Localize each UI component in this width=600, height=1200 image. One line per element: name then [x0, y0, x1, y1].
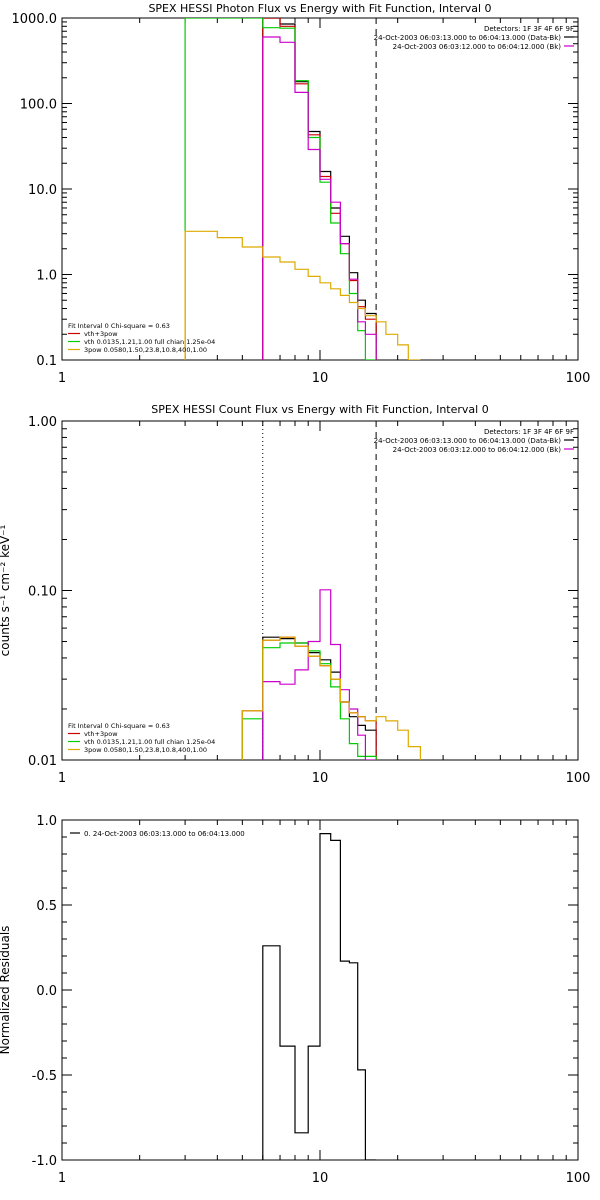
series-line — [184, 18, 377, 360]
legend-entry: vth+3pow — [84, 330, 118, 338]
legend-entry: 3pow 0.0580,1.50,23.8,10.8,400,1.00 — [84, 346, 207, 354]
series-line — [262, 833, 377, 1160]
x-tick-label: 10 — [312, 771, 329, 786]
y-tick-label: 1.0 — [36, 814, 57, 829]
fit-chisq-label: Fit Interval 0 Chi-square = 0.63 — [68, 322, 170, 330]
y-tick-label: 1.0 — [36, 269, 57, 284]
y-tick-label: 0.01 — [28, 754, 57, 769]
chart-panel-1: SPEX HESSI Photon Flux vs Energy with Fi… — [12, 2, 591, 386]
plot-area — [184, 18, 421, 360]
y-tick-label: 1.00 — [28, 415, 57, 430]
series-line — [262, 589, 377, 760]
y-tick-label: 0.5 — [36, 899, 57, 914]
plot-frame — [61, 17, 579, 361]
detectors-label: Detectors: 1F 3F 4F 6F 9F — [484, 428, 574, 436]
legend-entry: 3pow 0.0580,1.50,23.8,10.8,400,1.00 — [84, 746, 207, 754]
legend-entry: vth 0.0135,1.21,1.00 full chian 1.25e-04 — [84, 738, 215, 746]
chart-panel-3: 1 10 100 -1.0 -0.5 0.0 0.5 1.0 Normalized Residu… — [0, 814, 590, 1186]
chart-title: SPEX HESSI Count Flux vs Energy with Fit… — [151, 403, 488, 416]
y-tick-label: 0.0 — [36, 984, 57, 999]
y-tick-label: 0.1 — [36, 354, 57, 369]
x-tick-label: 1 — [58, 771, 66, 786]
y-axis-label: counts s⁻¹ cm⁻² keV⁻¹ — [0, 524, 12, 656]
legend-entry: 0. 24-Oct-2003 06:03:13.000 to 06:04:13.… — [84, 830, 245, 838]
y-tick-label: 100.0 — [20, 98, 57, 113]
chart-panel-2: SPEX HESSI Count Flux vs Energy with Fit… — [0, 403, 590, 786]
detectors-label: Detectors: 1F 3F 4F 6F 9F — [484, 25, 574, 33]
x-tick-label: 100 — [566, 1171, 591, 1186]
x-tick-label: 1 — [58, 371, 66, 386]
legend-entry: 24-Oct-2003 06:03:13.000 to 06:04:13.000… — [374, 437, 562, 445]
y-tick-label: -0.5 — [32, 1069, 57, 1084]
legend-entry: vth 0.0135,1.21,1.00 full chian 1.25e-04 — [84, 338, 215, 346]
y-axis-label: Normalized Residuals — [0, 926, 12, 1055]
series-line — [241, 636, 421, 760]
legend-entry: 24-Oct-2003 06:03:12.000 to 06:04:12.000… — [393, 446, 562, 454]
plot-area — [262, 833, 377, 1160]
chart-title: SPEX HESSI Photon Flux vs Energy with Fi… — [148, 2, 491, 15]
plot-area — [241, 421, 421, 760]
series-line — [241, 642, 377, 760]
legend-entry: 24-Oct-2003 06:03:13.000 to 06:04:13.000… — [374, 34, 562, 42]
x-tick-label: 1 — [58, 1171, 66, 1186]
series-line — [184, 230, 421, 360]
y-tick-label: -1.0 — [32, 1154, 57, 1169]
series-line — [262, 36, 377, 360]
legend-entry: vth+3pow — [84, 730, 118, 738]
y-tick-label: 10.0 — [28, 183, 57, 198]
x-tick-label: 10 — [312, 371, 329, 386]
x-tick-label: 10 — [312, 1171, 329, 1186]
y-tick-label: 0.10 — [28, 585, 57, 600]
y-tick-label: 1000.0 — [12, 12, 58, 27]
fit-chisq-label: Fit Interval 0 Chi-square = 0.63 — [68, 722, 170, 730]
x-tick-label: 100 — [566, 771, 591, 786]
x-tick-label: 100 — [566, 371, 591, 386]
legend-entry: 24-Oct-2003 06:03:12.000 to 06:04:12.000… — [393, 43, 562, 51]
